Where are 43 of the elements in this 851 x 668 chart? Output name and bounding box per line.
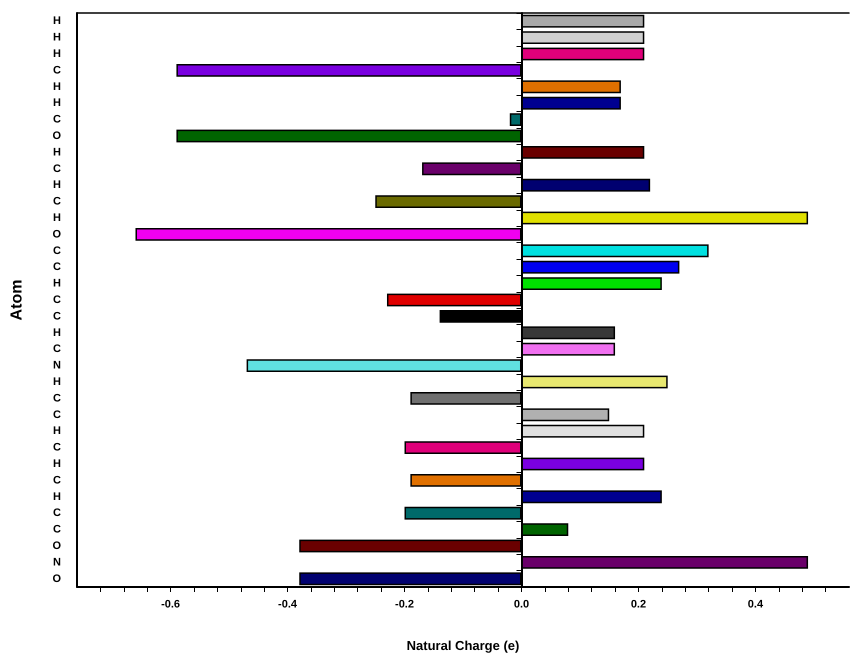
y-tick-label: H (53, 490, 62, 503)
x-tick-label: -0.2 (395, 598, 414, 610)
y-tick-label: H (53, 15, 62, 28)
y-tick-label: C (53, 392, 62, 404)
y-tick-label: H (53, 376, 62, 388)
y-tick-label: C (53, 524, 62, 536)
x-tick-label: 0.4 (748, 598, 764, 610)
x-tick-label: -0.4 (278, 598, 298, 610)
y-tick-label: O (52, 228, 62, 240)
y-tick-label: C (53, 261, 62, 274)
x-tick-label: -0.6 (161, 598, 180, 610)
y-tick-label: H (53, 326, 62, 339)
y-tick-label: H (53, 425, 62, 438)
y-tick-label: C (53, 196, 62, 208)
y-axis-title: Atom (8, 280, 26, 320)
x-tick-label: 0.2 (630, 598, 646, 610)
y-tick-label: C (53, 474, 62, 486)
y-tick-label: C (53, 64, 62, 76)
y-tick-label: O (52, 540, 62, 552)
y-tick-label: O (52, 130, 62, 142)
y-tick-label: H (53, 212, 62, 224)
y-tick-label: C (53, 507, 62, 520)
y-tick-label: H (53, 48, 62, 60)
y-tick-label: H (53, 179, 62, 192)
y-tick-label: C (53, 442, 62, 454)
y-tick-label: N (53, 360, 62, 372)
y-tick-label: H (53, 97, 62, 110)
y-tick-label: H (53, 458, 62, 470)
y-tick-label: C (53, 114, 62, 126)
y-tick-label: N (53, 556, 62, 568)
x-axis-title: Natural Charge (e) (406, 638, 520, 653)
y-tick-label: O (52, 572, 62, 585)
y-tick-label: C (53, 244, 62, 257)
y-tick-label: C (53, 294, 62, 306)
y-tick-label: H (53, 32, 62, 44)
y-tick-label: C (53, 162, 62, 175)
y-tick-label: C (53, 310, 62, 322)
y-tick-label: H (53, 146, 62, 158)
x-tick-label: 0.0 (514, 598, 530, 610)
y-tick-label: C (53, 408, 62, 421)
y-tick-label: C (53, 343, 62, 356)
y-tick-label: H (53, 278, 62, 290)
y-tick-label: H (53, 80, 62, 93)
